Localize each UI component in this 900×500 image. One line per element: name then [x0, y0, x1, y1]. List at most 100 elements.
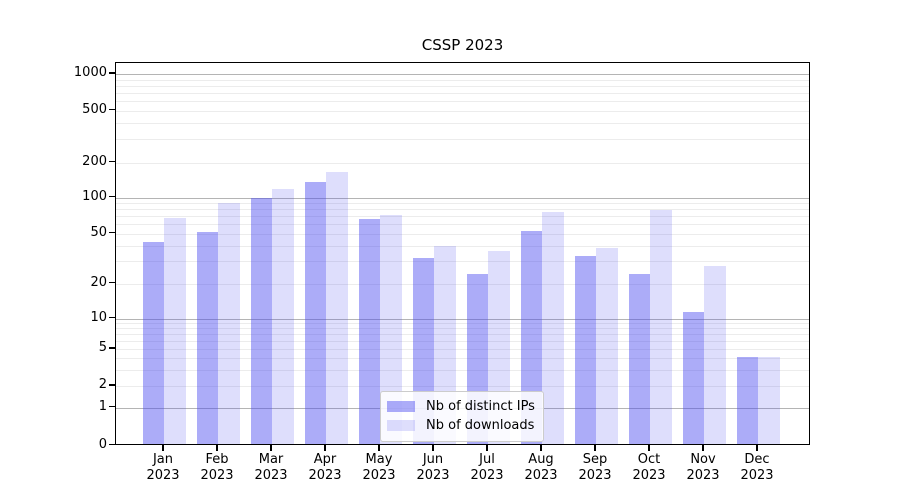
bar-distinct-ips-apr	[304, 181, 326, 444]
x-tick-label: Aug 2023	[524, 452, 558, 483]
x-tick-mark	[756, 445, 758, 451]
y-tick-label: 10	[90, 309, 107, 325]
bar-downloads-jan	[164, 217, 186, 444]
x-tick-mark	[594, 445, 596, 451]
bar-distinct-ips-feb	[196, 232, 218, 444]
y-tick-mark	[109, 231, 115, 234]
bar-downloads-nov	[704, 265, 726, 444]
y-tick-mark	[109, 316, 115, 319]
bar-distinct-ips-jan	[142, 241, 164, 444]
gridline-minor	[116, 202, 809, 204]
y-tick-label: 100	[82, 188, 107, 204]
gridline-minor	[116, 261, 809, 263]
y-tick-label: 1	[98, 398, 107, 414]
x-tick-mark	[540, 445, 542, 451]
gridline-minor	[116, 123, 809, 125]
gridline-minor	[116, 216, 809, 218]
y-tick-label: 0	[98, 436, 107, 452]
gridline-minor	[116, 139, 809, 141]
x-tick-mark	[270, 445, 272, 451]
gridline-minor	[116, 340, 809, 342]
bar-downloads-aug	[542, 212, 564, 444]
bar-downloads-sep	[596, 248, 618, 444]
y-tick-label: 20	[90, 274, 107, 290]
x-tick-mark	[432, 445, 434, 451]
gridline-minor	[116, 100, 809, 102]
x-tick-label: Jul 2023	[470, 452, 504, 483]
distinct-ips-swatch-icon	[387, 401, 415, 412]
x-tick-mark	[162, 445, 164, 451]
y-tick-label: 200	[82, 153, 107, 169]
x-tick-label: Jan 2023	[146, 452, 180, 483]
gridline-minor	[116, 85, 809, 87]
bar-distinct-ips-may	[358, 219, 380, 444]
y-tick-label: 50	[90, 224, 107, 240]
bar-distinct-ips-mar	[250, 197, 272, 444]
gridline-major	[116, 74, 809, 75]
bar-downloads-apr	[326, 172, 348, 444]
y-tick-mark	[109, 281, 115, 284]
legend-item-downloads: Nb of downloads	[387, 416, 534, 435]
bar-downloads-dec	[758, 356, 780, 444]
x-tick-mark	[216, 445, 218, 451]
gridline-minor	[116, 386, 809, 387]
legend-item-distinct-ips: Nb of distinct IPs	[387, 397, 535, 416]
x-tick-mark	[648, 445, 650, 451]
x-tick-label: Nov 2023	[686, 452, 720, 483]
gridline-minor	[116, 92, 809, 94]
gridline-minor	[116, 323, 809, 325]
bar-distinct-ips-nov	[682, 312, 704, 444]
gridline-major	[116, 197, 809, 199]
bar-downloads-feb	[218, 202, 240, 444]
plot-area	[115, 62, 810, 445]
gridline-minor	[116, 209, 809, 211]
bar-distinct-ips-oct	[628, 274, 650, 444]
y-tick-mark	[109, 384, 115, 386]
gridline-minor	[116, 110, 809, 112]
y-tick-label: 5	[98, 340, 107, 355]
bar-distinct-ips-sep	[574, 256, 596, 444]
bar-downloads-oct	[650, 210, 672, 444]
gridline-minor	[116, 358, 809, 359]
y-tick-mark	[109, 108, 115, 111]
x-tick-mark	[324, 445, 326, 451]
y-tick-mark	[109, 195, 115, 198]
x-tick-label: Feb 2023	[200, 452, 234, 483]
gridline-minor	[116, 369, 809, 371]
bar-downloads-mar	[272, 188, 294, 444]
gridline-minor	[116, 233, 809, 235]
x-tick-label: May 2023	[362, 452, 396, 483]
gridline-minor	[116, 283, 809, 285]
bar-distinct-ips-aug	[520, 230, 542, 444]
x-tick-label: Dec 2023	[740, 452, 774, 483]
chart-title: CSSP 2023	[421, 36, 504, 54]
x-tick-label: Oct 2023	[632, 452, 666, 483]
bar-downloads-may	[380, 214, 402, 444]
y-tick-label: 1000	[73, 65, 107, 80]
y-tick-mark	[109, 160, 115, 163]
y-tick-label: 2	[98, 377, 107, 392]
x-tick-mark	[702, 445, 704, 451]
x-tick-label: Apr 2023	[308, 452, 342, 483]
gridline-minor	[116, 245, 809, 247]
legend: Nb of distinct IPs Nb of downloads	[380, 391, 544, 442]
y-tick-mark	[109, 72, 115, 74]
legend-label: Nb of distinct IPs	[426, 399, 535, 414]
x-tick-label: Jun 2023	[416, 452, 450, 483]
x-tick-label: Sep 2023	[578, 452, 612, 483]
gridline-minor	[116, 162, 809, 164]
legend-label: Nb of downloads	[426, 418, 535, 433]
gridline-major	[116, 318, 809, 320]
gridline-minor	[116, 328, 809, 330]
gridline-minor	[116, 349, 809, 350]
y-tick-mark	[109, 405, 115, 408]
bar-distinct-ips-dec	[736, 356, 758, 444]
x-tick-mark	[486, 445, 488, 451]
gridline-minor	[116, 79, 809, 81]
y-tick-label: 500	[82, 101, 107, 117]
gridline-minor	[116, 334, 809, 336]
downloads-swatch-icon	[387, 420, 415, 431]
y-tick-mark	[109, 347, 115, 349]
x-tick-label: Mar 2023	[254, 452, 288, 483]
